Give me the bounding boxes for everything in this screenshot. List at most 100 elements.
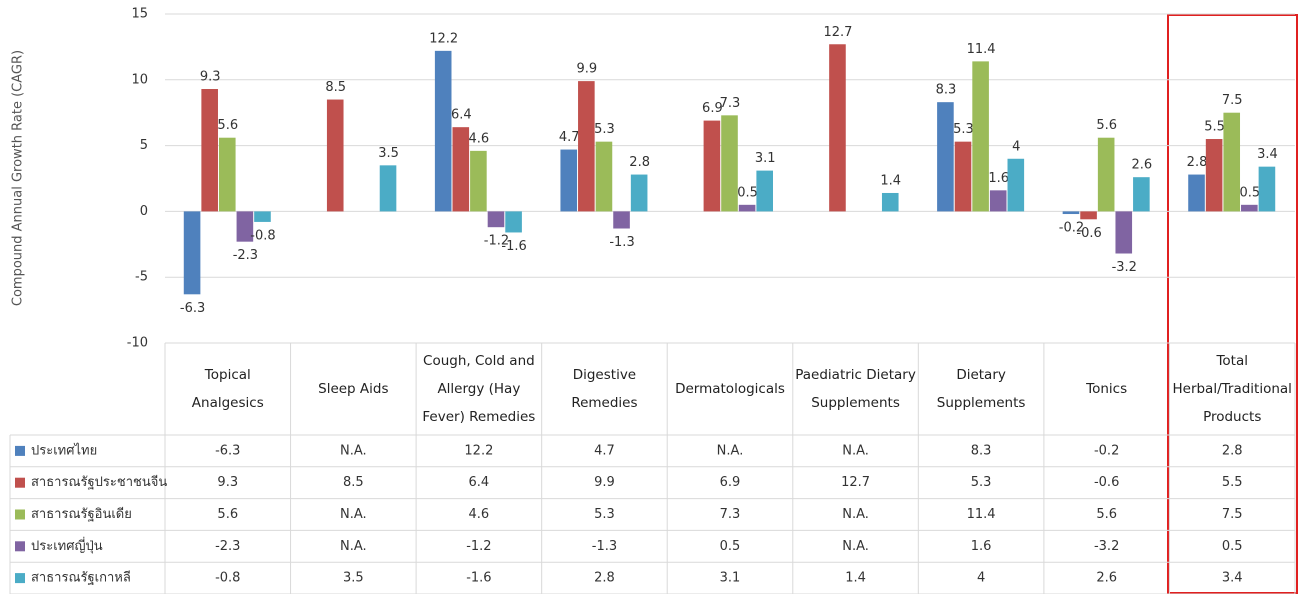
bar xyxy=(1008,159,1025,212)
table-cell: 8.5 xyxy=(343,475,364,490)
y-axis-label: Compound Annual Growth Rate (CAGR) xyxy=(11,50,26,306)
table-cell: N.A. xyxy=(340,539,367,554)
y-tick-label: -10 xyxy=(127,336,148,351)
y-tick-label: 5 xyxy=(140,138,148,153)
data-label: 0.5 xyxy=(737,185,758,200)
data-label: 5.6 xyxy=(217,118,238,133)
data-label: 2.8 xyxy=(629,155,650,170)
category-label: Total Herbal/Traditional Products xyxy=(1169,343,1295,435)
data-label: 8.5 xyxy=(325,80,346,95)
data-label: 7.3 xyxy=(720,96,741,111)
bar xyxy=(578,81,595,211)
table-cell: 3.1 xyxy=(720,571,741,586)
table-cell: 8.3 xyxy=(971,443,992,458)
data-label: 3.5 xyxy=(378,146,399,161)
table-cell: 4 xyxy=(977,571,985,586)
data-label: 12.2 xyxy=(429,31,458,46)
bar xyxy=(1063,211,1080,214)
table-cell: -1.2 xyxy=(466,539,491,554)
data-label: -3.2 xyxy=(1112,260,1137,275)
table-cell: 7.5 xyxy=(1222,507,1243,522)
table-cell: N.A. xyxy=(842,539,869,554)
legend-label: สาธารณรัฐประชาชนจีน xyxy=(31,474,167,490)
page: Compound Annual Growth Rate (CAGR) -10 -5… xyxy=(0,0,1300,594)
bar xyxy=(254,211,271,222)
bar xyxy=(1241,205,1258,212)
bar xyxy=(560,150,577,212)
bar xyxy=(1223,113,1240,212)
data-label: -0.6 xyxy=(1076,226,1101,241)
table-cell: 0.5 xyxy=(720,539,741,554)
bar xyxy=(1259,167,1276,212)
bar xyxy=(470,151,487,212)
category-label: Dietary Supplements xyxy=(918,343,1044,435)
table-cell: N.A. xyxy=(717,443,744,458)
bar xyxy=(990,190,1007,211)
data-label: 8.3 xyxy=(936,83,957,98)
data-label: 2.8 xyxy=(1187,155,1208,170)
bar xyxy=(631,175,648,212)
y-tick-label: 0 xyxy=(140,204,148,219)
table-cell: -0.6 xyxy=(1094,475,1119,490)
bar xyxy=(596,142,613,212)
category-label: Sleep Aids xyxy=(291,343,417,435)
table-cell: -0.8 xyxy=(215,571,240,586)
table-cell: 7.3 xyxy=(720,507,741,522)
table-cell: -3.2 xyxy=(1094,539,1119,554)
legend-label: ประเทศญี่ปุ่น xyxy=(31,537,103,554)
legend-label: สาธารณรัฐเกาหลี xyxy=(31,570,131,586)
table-cell: 5.3 xyxy=(971,475,992,490)
table-cell: 12.7 xyxy=(841,475,870,490)
table-cell: 5.6 xyxy=(217,507,238,522)
bar xyxy=(184,211,201,294)
data-label: 12.7 xyxy=(823,25,852,40)
bar xyxy=(829,44,846,211)
bar xyxy=(452,127,469,211)
bar xyxy=(613,211,630,228)
data-label: 9.9 xyxy=(577,62,598,77)
table-cell: 9.3 xyxy=(217,475,238,490)
y-tick-label: 10 xyxy=(131,72,148,87)
category-label: Tonics xyxy=(1044,343,1170,435)
bar xyxy=(380,165,397,211)
table-cell: -6.3 xyxy=(215,443,240,458)
legend-swatch xyxy=(15,478,25,488)
data-label: 6.4 xyxy=(451,108,472,123)
data-label: 4.6 xyxy=(469,131,490,146)
data-label: -0.8 xyxy=(250,228,275,243)
table-cell: N.A. xyxy=(340,443,367,458)
table-cell: 4.6 xyxy=(469,507,490,522)
category-label: Dermatologicals xyxy=(667,343,793,435)
bar xyxy=(435,51,452,212)
table-cell: -1.6 xyxy=(466,571,491,586)
table-cell: 12.2 xyxy=(464,443,493,458)
table-cell: 4.7 xyxy=(594,443,615,458)
table-cell: N.A. xyxy=(340,507,367,522)
bar xyxy=(972,61,989,211)
data-label: 1.6 xyxy=(988,171,1009,186)
bar xyxy=(756,171,773,212)
bar xyxy=(1115,211,1132,253)
bar xyxy=(488,211,505,227)
data-label: 5.3 xyxy=(594,122,615,137)
table-cell: 1.6 xyxy=(971,539,992,554)
bar xyxy=(219,138,236,212)
data-label: 5.3 xyxy=(953,122,974,137)
table-cell: 2.6 xyxy=(1096,571,1117,586)
data-label: -2.3 xyxy=(233,248,258,263)
table-cell: 5.6 xyxy=(1096,507,1117,522)
data-label: 11.4 xyxy=(967,42,996,57)
data-label: 3.1 xyxy=(755,151,776,166)
data-label: -6.3 xyxy=(180,301,205,316)
y-tick-label: 15 xyxy=(131,7,148,22)
category-label: Cough, Cold and Allergy (Hay Fever) Reme… xyxy=(416,343,542,435)
data-label: 2.6 xyxy=(1132,158,1153,173)
table-cell: 5.5 xyxy=(1222,475,1243,490)
table-cell: -0.2 xyxy=(1094,443,1119,458)
table-cell: 0.5 xyxy=(1222,539,1243,554)
table-cell: -2.3 xyxy=(215,539,240,554)
table-cell: N.A. xyxy=(842,443,869,458)
y-tick-label: -5 xyxy=(135,270,148,285)
bar xyxy=(937,102,954,211)
bar xyxy=(739,205,756,212)
